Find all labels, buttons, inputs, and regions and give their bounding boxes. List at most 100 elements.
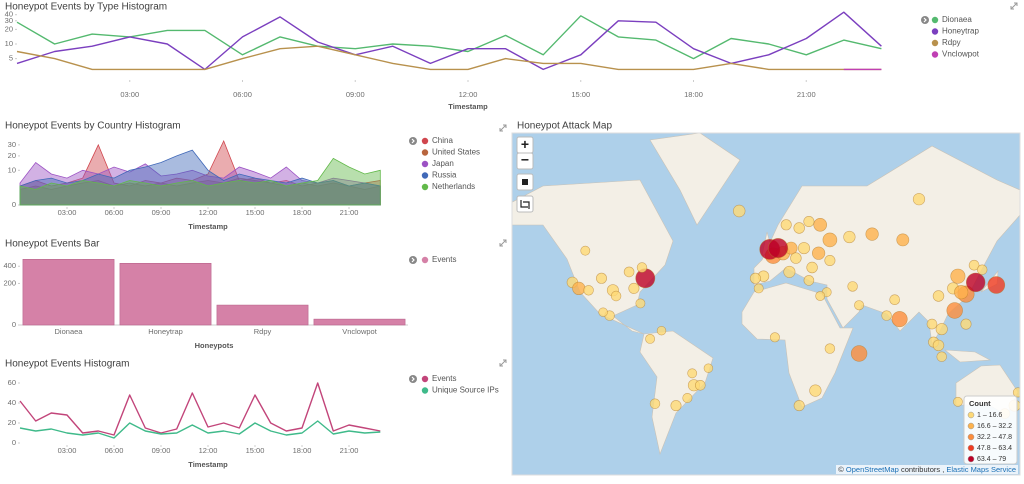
- bar: [216, 304, 309, 326]
- legend-label[interactable]: Unique Source IPs: [432, 386, 499, 395]
- legend-toggle[interactable]: [409, 256, 417, 264]
- x-axis-title: Honeypots: [195, 341, 234, 350]
- x-tick-label: 09:00: [346, 90, 365, 99]
- bar: [313, 318, 406, 326]
- map-point: [753, 283, 764, 294]
- y-tick-label: 60: [8, 378, 16, 387]
- land: [512, 133, 1020, 456]
- expand-icon[interactable]: [1010, 2, 1018, 10]
- map-point: [635, 298, 646, 309]
- map-point: [783, 265, 796, 278]
- legend-swatch: [931, 16, 939, 24]
- map-point: [749, 272, 761, 284]
- draw-icon: [522, 179, 528, 185]
- legend-label[interactable]: Honeytrap: [942, 27, 979, 36]
- panel-icons[interactable]: [499, 2, 1018, 367]
- zoom-out[interactable]: [516, 152, 534, 170]
- map-point: [932, 290, 945, 302]
- map-point: [960, 318, 972, 330]
- map-point: [793, 400, 805, 412]
- x-axis-title: Timestamp: [448, 102, 488, 111]
- legend-swatch: [421, 183, 429, 191]
- map-legend-title: Count: [969, 399, 991, 408]
- map-point: [649, 398, 661, 409]
- x-tick-label: 06:00: [233, 90, 252, 99]
- legend-label[interactable]: United States: [432, 148, 480, 157]
- attribution-text: ©: [838, 465, 844, 474]
- map-point: [946, 302, 963, 319]
- map-point: [954, 285, 969, 300]
- bar: [119, 262, 212, 326]
- x-tick-label: 21:00: [340, 208, 359, 217]
- legend-label[interactable]: Japan: [432, 159, 454, 168]
- map-point: [891, 311, 908, 328]
- legend-label[interactable]: Dionaea: [942, 15, 972, 24]
- map-point: [932, 339, 945, 352]
- legend-swatch: [931, 51, 939, 58]
- legend-toggle-icon: [411, 257, 415, 263]
- map-point: [912, 193, 926, 206]
- y-tick-label: 10: [8, 165, 16, 174]
- legend-label[interactable]: Netherlands: [432, 182, 475, 191]
- legend-label[interactable]: Events: [432, 255, 456, 264]
- map-point: [843, 230, 856, 244]
- x-tick-label: 09:00: [152, 446, 171, 455]
- x-tick-label: 06:00: [105, 208, 124, 217]
- line-series: [16, 45, 882, 71]
- legend-label[interactable]: Vnclowpot: [942, 50, 980, 59]
- y-tick-label: 5: [9, 54, 13, 63]
- expand-icon[interactable]: [499, 124, 507, 132]
- map-title: Honeypot Attack Map: [517, 121, 612, 132]
- y-tick-label: 0: [12, 438, 16, 447]
- map-base: [512, 133, 1020, 475]
- map-point: [583, 285, 594, 296]
- map-point: [953, 396, 963, 407]
- legend-toggle[interactable]: [409, 375, 417, 383]
- expand-icon[interactable]: [499, 239, 507, 247]
- legend-label[interactable]: Rdpy: [942, 38, 961, 47]
- x-tick-label: 03:00: [120, 90, 139, 99]
- attribution-link[interactable]: Elastic Maps Service: [946, 465, 1016, 474]
- map-legend-swatch: [967, 433, 975, 441]
- map-controls[interactable]: + −: [516, 136, 534, 213]
- map-point: [694, 379, 706, 391]
- map-point: [850, 345, 868, 362]
- fit-button[interactable]: [516, 195, 534, 213]
- map-legend-label: 32.2 – 47.8: [977, 434, 1012, 441]
- legend-label[interactable]: Events: [432, 374, 456, 383]
- legend-toggle[interactable]: [921, 16, 929, 24]
- map-legend-swatch: [967, 411, 975, 419]
- x-tick-label: 03:00: [58, 446, 77, 455]
- map-point: [809, 384, 822, 397]
- chart-title: Honeypot Events by Country Histogram: [5, 121, 181, 132]
- zoom-in-label: +: [521, 136, 529, 152]
- map-point: [815, 291, 826, 301]
- legend-label[interactable]: China: [432, 136, 453, 145]
- x-tick-label: 21:00: [340, 446, 359, 455]
- map-point: [780, 219, 792, 231]
- map-point: [732, 204, 746, 218]
- map-legend-label: 63.4 – 79: [977, 456, 1006, 463]
- x-tick-label: 12:00: [459, 90, 478, 99]
- map-legend-label: 47.8 – 63.4: [977, 445, 1012, 452]
- map-point: [670, 400, 682, 412]
- y-tick-label: 0: [12, 200, 16, 209]
- legend-label[interactable]: Russia: [432, 171, 457, 180]
- map-point: [896, 233, 910, 247]
- legend-swatch: [421, 137, 429, 145]
- x-tick-label: 15:00: [571, 90, 590, 99]
- x-tick-label: 18:00: [293, 208, 312, 217]
- map-point: [847, 281, 858, 292]
- map-point: [687, 368, 698, 379]
- legend-swatch: [421, 172, 429, 179]
- expand-icon[interactable]: [499, 359, 507, 367]
- legend-toggle[interactable]: [409, 137, 417, 145]
- y-tick-label: 40: [8, 398, 16, 407]
- map-point: [976, 264, 988, 275]
- bar: [22, 259, 115, 326]
- area-series: [19, 149, 381, 206]
- attribution-link[interactable]: OpenStreetMap: [845, 465, 899, 474]
- attribution-text: contributors ,: [900, 465, 945, 474]
